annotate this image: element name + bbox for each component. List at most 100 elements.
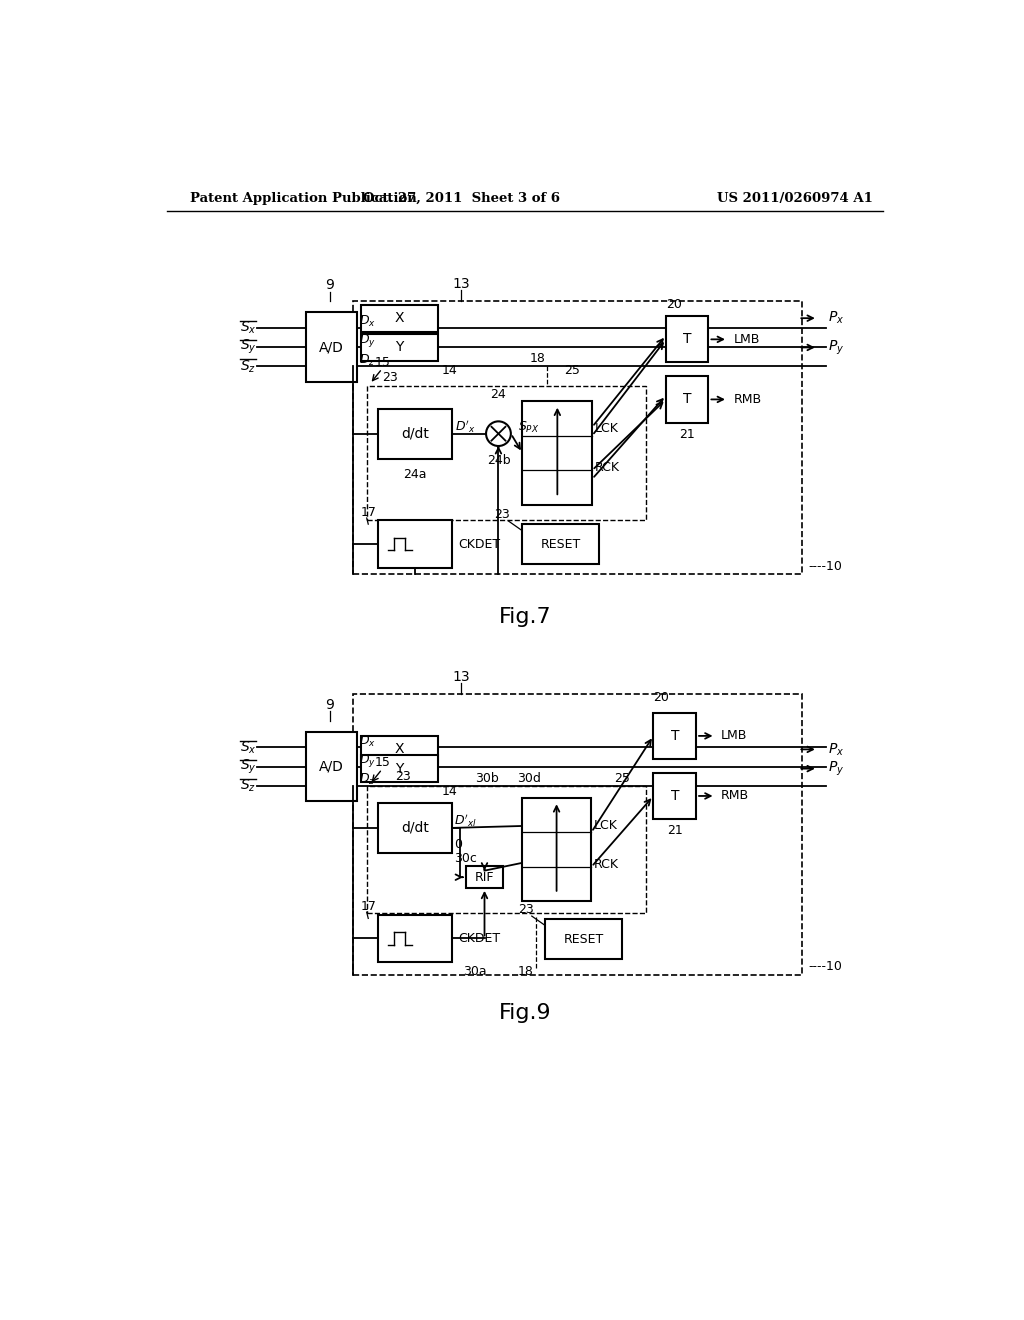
Bar [466, 866, 503, 888]
Bar [378, 409, 452, 459]
Text: 21: 21 [679, 428, 695, 441]
Text: ----10: ----10 [809, 560, 843, 573]
Text: $D_x$: $D_x$ [359, 734, 376, 748]
Text: 20: 20 [666, 298, 682, 312]
Text: Oct. 27, 2011  Sheet 3 of 6: Oct. 27, 2011 Sheet 3 of 6 [362, 191, 560, 205]
Text: LCK: LCK [595, 422, 618, 436]
Text: RMB: RMB [721, 789, 749, 803]
Text: 15: 15 [375, 756, 390, 770]
Text: d/dt: d/dt [401, 821, 429, 836]
Text: LMB: LMB [733, 333, 760, 346]
Text: 25: 25 [564, 363, 580, 376]
Text: A/D: A/D [319, 341, 344, 354]
Text: RMB: RMB [733, 393, 762, 407]
Text: d/dt: d/dt [401, 426, 429, 441]
Bar [352, 693, 802, 974]
Text: T: T [671, 789, 679, 803]
Text: $P_x$: $P_x$ [827, 741, 844, 758]
Text: 21: 21 [667, 824, 683, 837]
Bar [545, 919, 623, 960]
Text: $S_y$: $S_y$ [240, 758, 256, 776]
Text: 23: 23 [495, 508, 510, 521]
Text: $D_x$: $D_x$ [359, 314, 376, 329]
Bar [666, 376, 709, 422]
Text: $D_z$: $D_z$ [359, 352, 376, 368]
Text: LCK: LCK [594, 818, 617, 832]
Text: RCK: RCK [595, 462, 620, 474]
Text: $D_y$: $D_y$ [359, 333, 376, 350]
Bar [522, 401, 592, 506]
Text: $S_x$: $S_x$ [240, 739, 256, 755]
Bar [360, 755, 438, 781]
Text: $P_y$: $P_y$ [827, 338, 844, 356]
Text: 18: 18 [518, 965, 534, 978]
Text: CKDET: CKDET [458, 537, 501, 550]
Bar [521, 797, 592, 902]
Text: $S_y$: $S_y$ [240, 338, 256, 356]
Text: 9: 9 [325, 279, 334, 293]
Text: 17: 17 [360, 900, 377, 913]
Text: T: T [683, 392, 691, 407]
Text: 17: 17 [360, 506, 377, 519]
Text: $D_y$: $D_y$ [359, 752, 376, 770]
Bar [367, 385, 646, 520]
Text: T: T [683, 333, 691, 346]
Text: 0: 0 [455, 838, 462, 851]
Text: 18: 18 [529, 352, 545, 366]
Text: 30b: 30b [475, 772, 499, 785]
Text: $P_y$: $P_y$ [827, 759, 844, 777]
Text: $D'_x$: $D'_x$ [455, 418, 476, 436]
Bar [521, 524, 599, 564]
Text: 23: 23 [395, 770, 411, 783]
Text: 23: 23 [518, 903, 534, 916]
Text: X: X [394, 312, 404, 325]
Bar [306, 313, 356, 381]
Text: 30d: 30d [517, 772, 542, 785]
Bar [378, 803, 452, 853]
Text: 15: 15 [375, 356, 390, 370]
Bar [360, 334, 438, 360]
Text: Y: Y [395, 341, 403, 355]
Bar [367, 785, 646, 913]
Text: Patent Application Publication: Patent Application Publication [190, 191, 417, 205]
Text: T: T [671, 729, 679, 743]
Text: 24a: 24a [403, 467, 427, 480]
Bar [378, 915, 452, 962]
Bar [666, 317, 709, 363]
Text: 24b: 24b [486, 454, 510, 467]
Text: Y: Y [395, 762, 403, 776]
Text: $D_z$: $D_z$ [359, 772, 376, 787]
Text: CKDET: CKDET [458, 932, 501, 945]
Text: RIF: RIF [475, 871, 495, 883]
Text: 24: 24 [490, 388, 506, 401]
Text: 14: 14 [442, 785, 458, 797]
Text: 14: 14 [442, 363, 458, 376]
Text: RCK: RCK [594, 858, 618, 871]
Text: 9: 9 [325, 698, 334, 711]
Text: Fig.7: Fig.7 [499, 607, 551, 627]
Text: 23: 23 [382, 371, 398, 384]
Text: $S_{PX}$: $S_{PX}$ [518, 420, 540, 436]
Text: 13: 13 [453, 277, 470, 290]
Text: 25: 25 [614, 772, 631, 785]
Text: LMB: LMB [721, 730, 748, 742]
Text: US 2011/0260974 A1: US 2011/0260974 A1 [717, 191, 872, 205]
Text: 30c: 30c [455, 853, 477, 865]
Text: $D'_{xl}$: $D'_{xl}$ [455, 813, 477, 829]
Bar [378, 520, 452, 568]
Text: RESET: RESET [541, 537, 581, 550]
Text: 20: 20 [653, 690, 669, 704]
Text: 13: 13 [453, 669, 470, 684]
Text: Fig.9: Fig.9 [499, 1003, 551, 1023]
Text: X: X [394, 742, 404, 756]
Text: $S_x$: $S_x$ [240, 319, 256, 337]
Bar [653, 774, 696, 818]
Bar [653, 713, 696, 759]
Bar [360, 737, 438, 763]
Bar [352, 301, 802, 574]
Text: A/D: A/D [319, 760, 344, 774]
Text: $S_z$: $S_z$ [240, 777, 256, 795]
Text: ----10: ----10 [809, 961, 843, 973]
Text: RESET: RESET [563, 933, 604, 945]
Text: $P_x$: $P_x$ [827, 310, 844, 326]
